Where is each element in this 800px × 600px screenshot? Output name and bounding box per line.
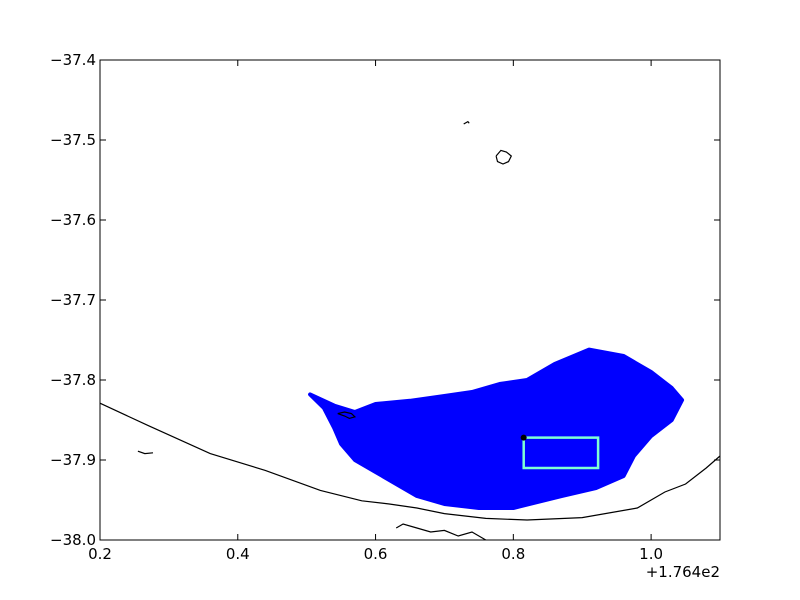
y-tick-label: −37.4	[50, 51, 96, 69]
coastline-segment-0	[99, 402, 721, 521]
x-tick-label: 0.2	[88, 545, 112, 563]
coastline-segment-2	[337, 411, 357, 420]
marker-point	[520, 434, 527, 441]
coastline-segment-5	[137, 450, 154, 455]
y-tick-label: −37.9	[50, 451, 96, 469]
region-box	[522, 436, 600, 470]
y-tick-label: −37.7	[50, 291, 96, 309]
x-tick-label: 0.8	[501, 545, 525, 563]
ticks-layer: 0.2 0.4 0.6 0.8 1.0 −37.4 −37.5 −37.6 −37.7 −37.8…	[50, 51, 720, 563]
coastline-segment-3	[495, 149, 513, 165]
data-layer	[99, 120, 721, 541]
y-tick-label: −38.0	[50, 531, 96, 549]
y-tick-label: −37.6	[50, 211, 96, 229]
x-tick-label: 0.6	[364, 545, 388, 563]
x-offset-label: +1.764e2	[646, 563, 720, 581]
coastline-segment-4	[463, 120, 470, 125]
x-tick-label: 0.4	[226, 545, 250, 563]
y-tick-label: −37.5	[50, 131, 96, 149]
y-tick-label: −37.8	[50, 371, 96, 389]
x-tick-label: 1.0	[639, 545, 663, 563]
coastline-segment-1	[395, 523, 487, 541]
